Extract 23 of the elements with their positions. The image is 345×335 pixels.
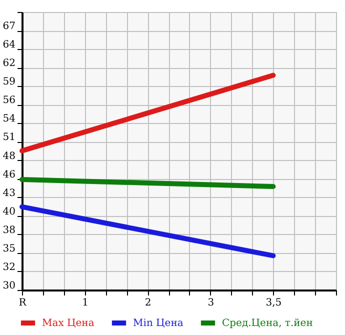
x-tick-label: 3,5 — [266, 298, 282, 308]
y-tick-label: 43 — [2, 188, 16, 199]
y-tick-label: 62 — [2, 58, 16, 70]
y-tick-label: 51 — [2, 132, 16, 144]
y-tick-label: 59 — [2, 76, 16, 88]
x-tick-label: R — [18, 298, 27, 308]
y-tick-label: 46 — [2, 169, 16, 180]
legend-label: Min Цена — [133, 318, 184, 329]
x-tick-label: 2 — [144, 298, 152, 308]
y-tick-label: 67 — [2, 21, 16, 32]
y-tick-label: 48 — [2, 150, 16, 162]
y-tick-label: 30 — [2, 280, 16, 292]
y-tick-label: 56 — [2, 95, 16, 106]
legend-label: Сред.Цена, т.йен — [222, 318, 314, 329]
y-tick-label: 40 — [2, 206, 16, 218]
x-tick-label: 1 — [82, 298, 88, 308]
legend-label: Max Цена — [42, 318, 94, 329]
y-tick-label: 35 — [2, 243, 16, 254]
x-tick-label: 3 — [208, 298, 214, 308]
y-tick-label: 38 — [2, 224, 16, 236]
y-tick-label: 64 — [2, 40, 16, 51]
y-tick-label: 32 — [2, 262, 16, 273]
y-tick-label: 54 — [2, 114, 16, 125]
